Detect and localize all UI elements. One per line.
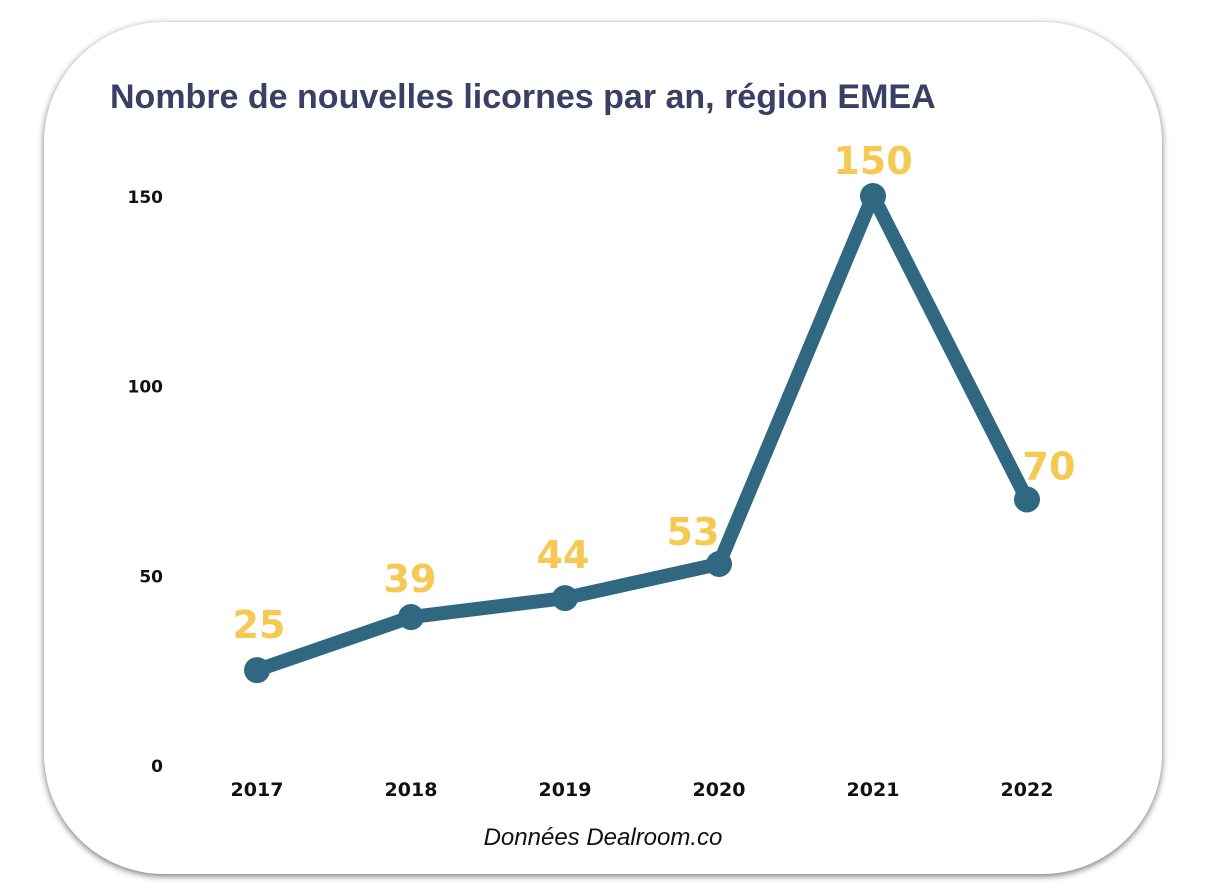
y-axis: 0 50 100 150 — [128, 188, 164, 777]
y-tick-label: 0 — [151, 757, 163, 777]
data-labels: 25 39 44 53 150 70 — [233, 139, 1076, 647]
x-axis: 2017 2018 2019 2020 2021 2022 — [231, 779, 1054, 801]
data-point — [860, 183, 886, 209]
data-point — [398, 604, 424, 631]
y-tick-label: 150 — [128, 188, 164, 208]
series-line — [250, 189, 1034, 678]
y-tick-label: 50 — [139, 567, 163, 587]
data-point — [1014, 486, 1040, 513]
data-label: 25 — [233, 603, 286, 647]
x-tick-label: 2020 — [693, 779, 746, 801]
x-tick-label: 2022 — [1001, 779, 1054, 801]
data-point — [552, 585, 578, 612]
chart-title: Nombre de nouvelles licornes par an, rég… — [110, 78, 936, 116]
x-tick-label: 2017 — [231, 779, 284, 801]
series — [244, 183, 1040, 684]
chart-card — [44, 22, 1162, 874]
data-label: 53 — [667, 510, 720, 554]
data-point — [244, 657, 270, 684]
data-label: 150 — [833, 139, 912, 183]
data-label: 44 — [537, 533, 590, 577]
x-tick-label: 2021 — [847, 779, 900, 801]
y-tick-label: 100 — [128, 378, 164, 398]
data-label: 39 — [384, 557, 437, 601]
source-note: Données Dealroom.co — [483, 824, 723, 851]
x-tick-label: 2018 — [385, 779, 438, 801]
x-tick-label: 2019 — [539, 779, 592, 801]
data-label: 70 — [1023, 444, 1076, 488]
data-point — [706, 550, 732, 577]
